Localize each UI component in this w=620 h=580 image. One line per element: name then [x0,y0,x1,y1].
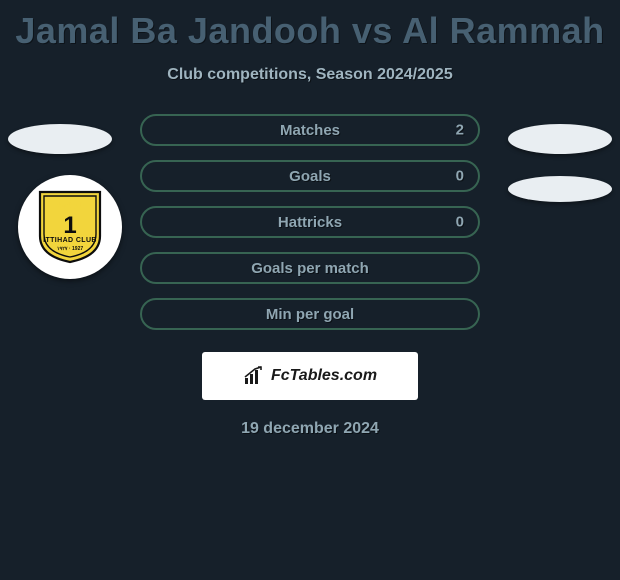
crest-number: 1 [38,212,102,240]
stat-label: Matches [280,122,340,139]
crest-arabic: نادي الاتحاد [38,202,102,209]
stat-value: 0 [456,168,464,185]
stats-list: Matches 2 Goals 0 Hattricks 0 Goals per … [140,114,480,330]
stat-label: Goals per match [251,260,369,277]
player-right-placeholder-2 [508,176,612,202]
date-label: 19 december 2024 [0,420,620,438]
player-right-placeholder-1 [508,124,612,154]
chart-icon [243,365,265,387]
badge-text: FcTables.com [271,367,377,385]
page-title: Jamal Ba Jandooh vs Al Rammah [0,0,620,52]
stat-value: 2 [456,122,464,139]
stat-value: 0 [456,214,464,231]
club-crest: نادي الاتحاد 1 ITTIHAD CLUB ١٩٢٧ · 1927 [18,175,122,279]
stat-row-min-per-goal: Min per goal [140,298,480,330]
stat-label: Hattricks [278,214,342,231]
stat-row-goals: Goals 0 [140,160,480,192]
crest-club-name: ITTIHAD CLUB [38,237,102,244]
stat-row-goals-per-match: Goals per match [140,252,480,284]
stat-row-matches: Matches 2 [140,114,480,146]
stat-label: Goals [289,168,331,185]
crest-year: ١٩٢٧ · 1927 [38,246,102,252]
player-left-placeholder [8,124,112,154]
shield-icon: نادي الاتحاد 1 ITTIHAD CLUB ١٩٢٧ · 1927 [38,190,102,264]
subtitle: Club competitions, Season 2024/2025 [0,66,620,84]
source-badge: FcTables.com [202,352,418,400]
stat-label: Min per goal [266,306,354,323]
stat-row-hattricks: Hattricks 0 [140,206,480,238]
